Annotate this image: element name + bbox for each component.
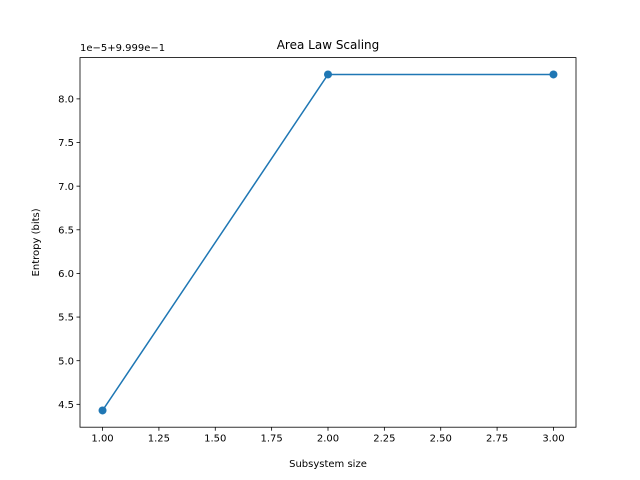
x-tick-label: 3.00 bbox=[542, 434, 564, 445]
data-point bbox=[324, 70, 332, 79]
y-tick-label: 6.5 bbox=[58, 225, 74, 236]
series-layer bbox=[98, 70, 558, 415]
y-tick-label: 7.0 bbox=[58, 182, 74, 193]
y-tick-label: 8.0 bbox=[58, 94, 74, 105]
x-tick-label: 2.25 bbox=[373, 434, 395, 445]
x-tick-label: 1.50 bbox=[204, 434, 226, 445]
chart-title: Area Law Scaling bbox=[277, 38, 380, 52]
x-axis-label: Subsystem size bbox=[289, 459, 367, 470]
data-point bbox=[98, 406, 107, 415]
x-tick-label: 2.50 bbox=[430, 434, 452, 445]
axes-frame bbox=[79, 57, 577, 428]
y-offset-text: 1e−5+9.999e−1 bbox=[80, 43, 165, 54]
y-tick-label: 5.0 bbox=[58, 356, 74, 367]
y-axis-label: Entropy (bits) bbox=[31, 208, 42, 276]
x-tick-label: 2.00 bbox=[317, 434, 339, 445]
y-tick-label: 6.0 bbox=[58, 269, 74, 280]
y-tick-label: 5.5 bbox=[58, 313, 74, 324]
x-tick-label: 1.25 bbox=[148, 434, 170, 445]
x-tick-label: 2.75 bbox=[486, 434, 508, 445]
y-tick-label: 7.5 bbox=[58, 138, 74, 149]
data-point bbox=[549, 70, 558, 79]
x-tick-label: 1.75 bbox=[261, 434, 283, 445]
axis-ticks: 1.00 1.25 1.50 1.75 2.00 2.25 2.50 2.75 3.00 4.5 5… bbox=[58, 94, 564, 444]
x-tick-label: 1.00 bbox=[91, 434, 113, 445]
y-tick-label: 4.5 bbox=[58, 400, 74, 411]
